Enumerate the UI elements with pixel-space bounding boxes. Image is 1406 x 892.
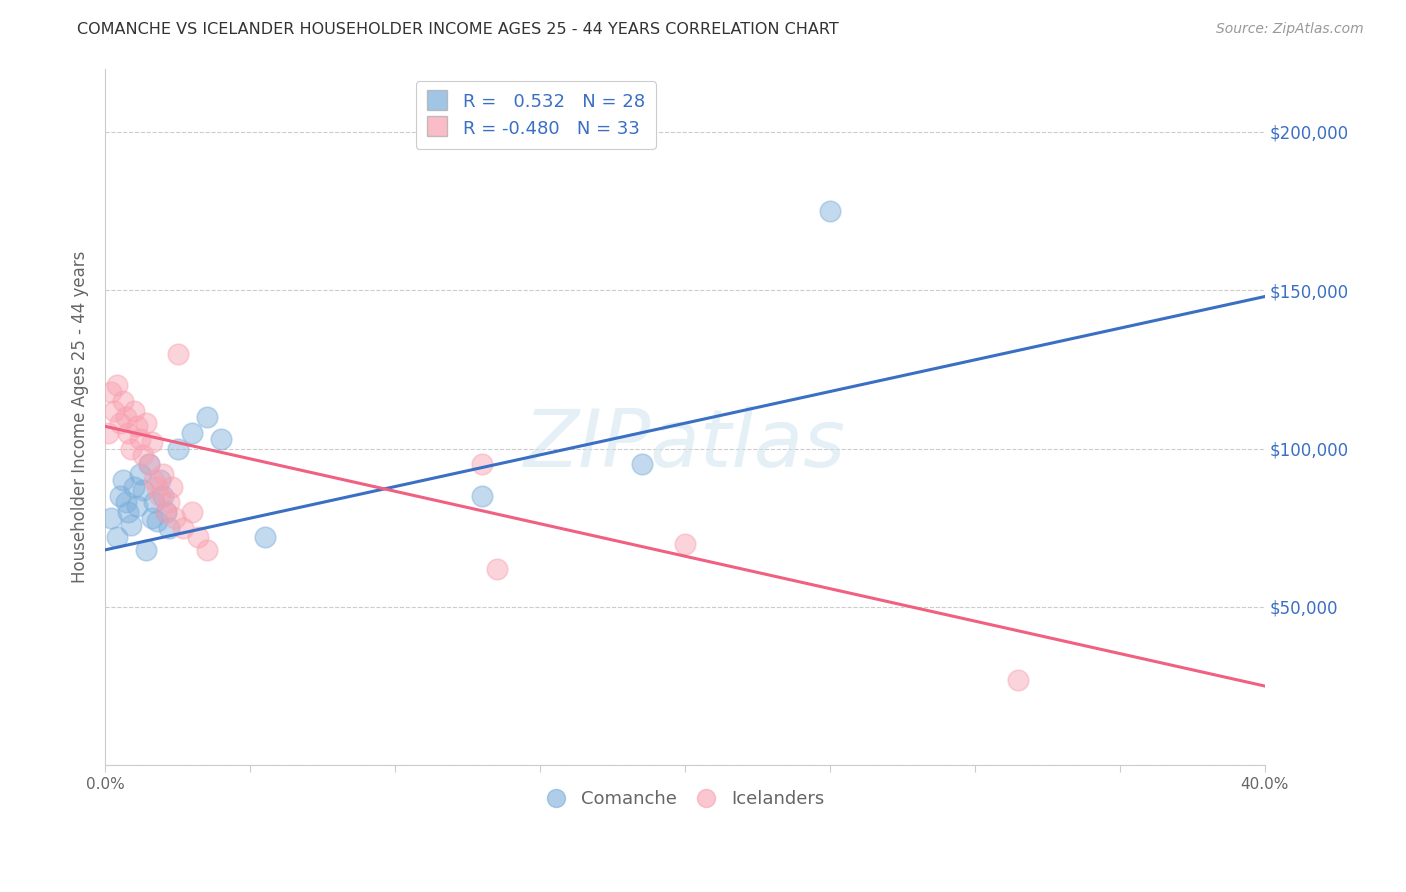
Text: COMANCHE VS ICELANDER HOUSEHOLDER INCOME AGES 25 - 44 YEARS CORRELATION CHART: COMANCHE VS ICELANDER HOUSEHOLDER INCOME…	[77, 22, 839, 37]
Point	[120, 442, 142, 456]
Point	[181, 425, 204, 440]
Point	[127, 419, 149, 434]
Point	[135, 542, 157, 557]
Point	[157, 521, 180, 535]
Legend: Comanche, Icelanders: Comanche, Icelanders	[538, 783, 832, 815]
Point	[195, 409, 218, 424]
Point	[108, 489, 131, 503]
Point	[141, 511, 163, 525]
Point	[129, 467, 152, 481]
Point	[471, 489, 494, 503]
Point	[105, 378, 128, 392]
Point	[100, 511, 122, 525]
Point	[129, 432, 152, 446]
Point	[163, 511, 186, 525]
Point	[108, 416, 131, 430]
Point	[152, 467, 174, 481]
Point	[132, 483, 155, 497]
Point	[1007, 673, 1029, 687]
Point	[673, 536, 696, 550]
Point	[143, 495, 166, 509]
Point	[117, 505, 139, 519]
Point	[146, 514, 169, 528]
Point	[111, 394, 134, 409]
Point	[253, 530, 276, 544]
Point	[181, 505, 204, 519]
Point	[149, 489, 172, 503]
Point	[97, 425, 120, 440]
Point	[173, 521, 195, 535]
Point	[141, 435, 163, 450]
Point	[818, 204, 841, 219]
Point	[160, 479, 183, 493]
Point	[146, 479, 169, 493]
Point	[114, 409, 136, 424]
Point	[111, 473, 134, 487]
Y-axis label: Householder Income Ages 25 - 44 years: Householder Income Ages 25 - 44 years	[72, 251, 89, 583]
Point	[485, 562, 508, 576]
Point	[103, 403, 125, 417]
Point	[122, 403, 145, 417]
Point	[149, 473, 172, 487]
Point	[135, 416, 157, 430]
Point	[105, 530, 128, 544]
Point	[122, 479, 145, 493]
Point	[155, 505, 177, 519]
Point	[157, 495, 180, 509]
Point	[138, 458, 160, 472]
Point	[166, 442, 188, 456]
Point	[138, 458, 160, 472]
Point	[187, 530, 209, 544]
Point	[471, 458, 494, 472]
Text: Source: ZipAtlas.com: Source: ZipAtlas.com	[1216, 22, 1364, 37]
Point	[132, 448, 155, 462]
Point	[120, 517, 142, 532]
Point	[100, 384, 122, 399]
Point	[209, 432, 232, 446]
Point	[152, 489, 174, 503]
Point	[630, 458, 652, 472]
Point	[143, 473, 166, 487]
Point	[166, 346, 188, 360]
Point	[155, 505, 177, 519]
Point	[127, 499, 149, 513]
Point	[195, 542, 218, 557]
Point	[114, 495, 136, 509]
Point	[117, 425, 139, 440]
Text: ZIPatlas: ZIPatlas	[524, 406, 846, 483]
